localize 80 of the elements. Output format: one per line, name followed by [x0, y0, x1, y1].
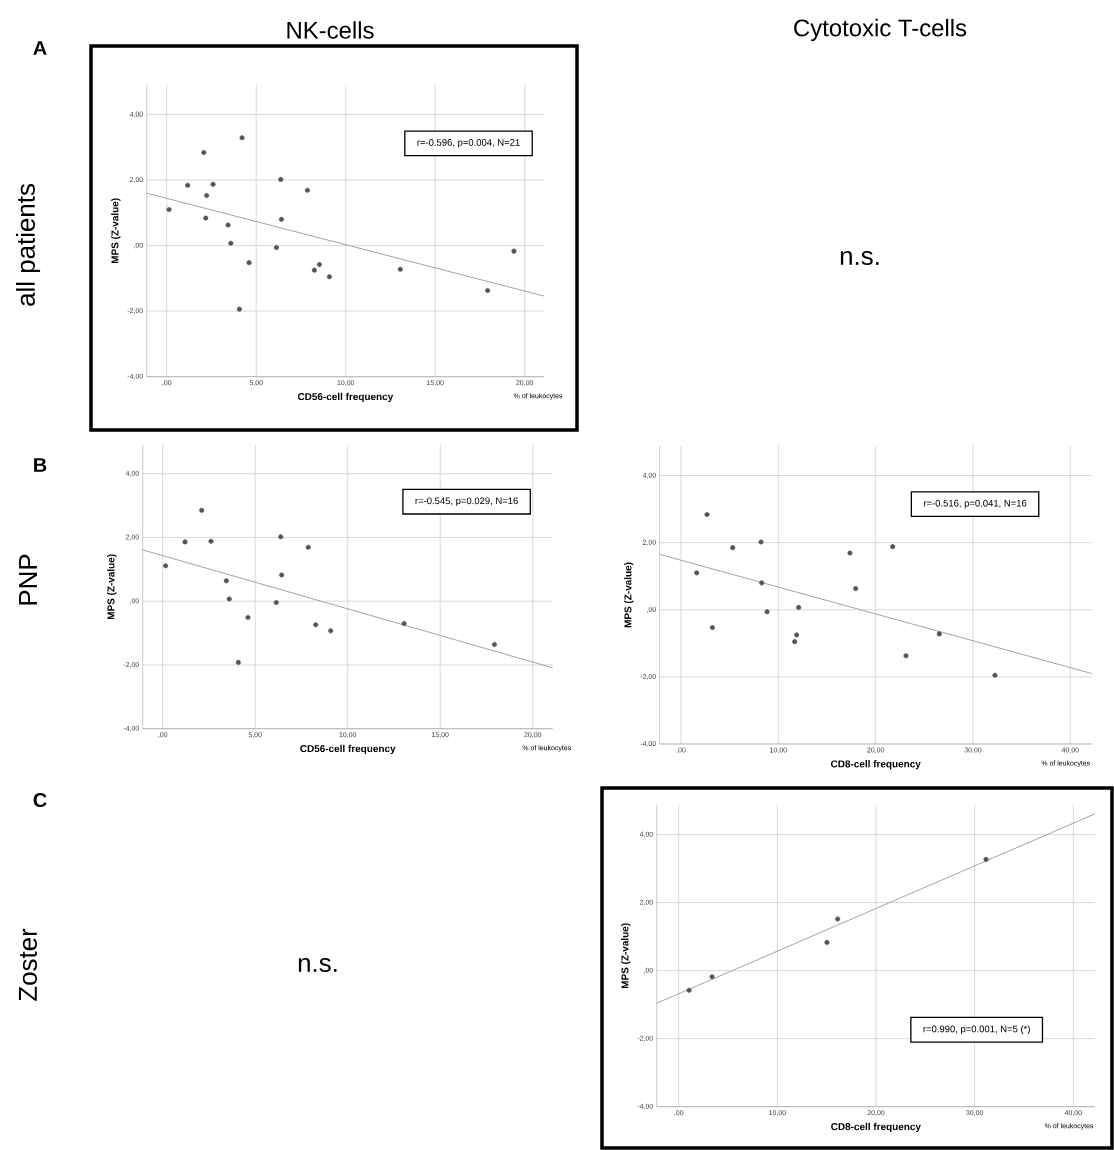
point [245, 614, 251, 620]
point [201, 150, 207, 155]
point [491, 642, 497, 648]
point [199, 507, 205, 513]
point [694, 570, 700, 576]
point [709, 625, 715, 631]
point [511, 248, 517, 254]
annotation: r=-0.545, p=0.029, N=16 [415, 497, 518, 507]
y-axis-title: MPS (Z-value) [621, 923, 631, 989]
text: all patients [15, 184, 41, 306]
point [236, 306, 242, 312]
text: n.s. [298, 957, 337, 973]
x-axis-title: CD56-cell frequency [297, 392, 394, 403]
point [279, 572, 285, 578]
point [182, 539, 188, 545]
point [166, 207, 172, 213]
point [246, 260, 252, 266]
point [730, 545, 736, 551]
point [936, 631, 942, 637]
point [313, 622, 319, 628]
point [759, 580, 765, 586]
annotation: r=-0.516, p=0.041, N=16 [923, 499, 1027, 509]
text: PNP [19, 554, 37, 605]
point [328, 628, 334, 634]
point [764, 609, 770, 615]
annotation: r=0.990, p=0.001, N=5 (*) [923, 1025, 1030, 1035]
point [239, 135, 245, 141]
point [204, 192, 210, 198]
point [278, 216, 284, 222]
y-axis-title: MPS (Z-value) [111, 198, 121, 264]
point [853, 586, 859, 592]
point [278, 534, 284, 540]
point [835, 916, 841, 922]
text: Cytotoxic T-cells [794, 18, 967, 42]
point [185, 182, 191, 188]
point [273, 245, 279, 251]
point [273, 599, 279, 605]
x-axis-title: CD8-cell frequency [831, 1122, 921, 1133]
point [305, 544, 311, 550]
y-axis-title: MPS (Z-value) [624, 562, 634, 628]
text: B [34, 458, 47, 472]
point [311, 267, 317, 273]
text: Zoster [18, 928, 38, 1001]
x-axis-title: CD8-cell frequency [830, 760, 921, 770]
point [226, 596, 232, 602]
point [228, 240, 234, 246]
point [235, 659, 241, 665]
point [992, 672, 998, 678]
point [304, 187, 310, 193]
x-axis-title: CD56-cell frequency [300, 744, 396, 755]
point [203, 215, 209, 221]
point [208, 538, 214, 544]
text: C [33, 792, 47, 808]
y-axis-title: MPS (Z-value) [107, 554, 117, 620]
point [397, 266, 403, 272]
text: A [33, 41, 47, 55]
point [210, 181, 216, 187]
point [326, 274, 332, 280]
point [796, 604, 802, 610]
point [903, 653, 909, 659]
point [824, 939, 830, 945]
point [890, 544, 896, 550]
point [163, 563, 169, 569]
point [686, 987, 692, 993]
point [758, 539, 764, 545]
annotation: r=-0.596, p=0.004, N=21 [417, 139, 520, 148]
point [223, 578, 229, 584]
point [847, 550, 853, 556]
point [401, 621, 407, 626]
text: n.s. [840, 250, 879, 266]
point [704, 511, 710, 517]
point [225, 222, 231, 228]
point [792, 639, 798, 645]
point [794, 632, 800, 638]
point [983, 856, 989, 862]
point [316, 262, 322, 268]
text: NK-cells [287, 21, 374, 39]
point [278, 176, 284, 182]
point [485, 287, 491, 293]
point [709, 974, 715, 980]
